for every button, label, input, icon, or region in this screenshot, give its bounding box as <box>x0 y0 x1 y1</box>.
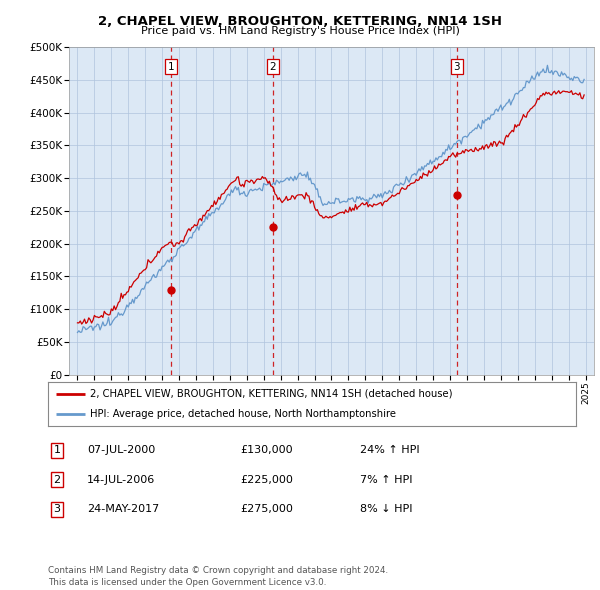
Text: 2: 2 <box>269 62 276 72</box>
Text: 3: 3 <box>53 504 61 514</box>
Text: £275,000: £275,000 <box>240 504 293 514</box>
Text: 8% ↓ HPI: 8% ↓ HPI <box>360 504 413 514</box>
Text: Contains HM Land Registry data © Crown copyright and database right 2024.
This d: Contains HM Land Registry data © Crown c… <box>48 566 388 587</box>
Text: 24% ↑ HPI: 24% ↑ HPI <box>360 445 419 455</box>
Text: 14-JUL-2006: 14-JUL-2006 <box>87 475 155 484</box>
Text: 2, CHAPEL VIEW, BROUGHTON, KETTERING, NN14 1SH: 2, CHAPEL VIEW, BROUGHTON, KETTERING, NN… <box>98 15 502 28</box>
Text: 2, CHAPEL VIEW, BROUGHTON, KETTERING, NN14 1SH (detached house): 2, CHAPEL VIEW, BROUGHTON, KETTERING, NN… <box>90 389 453 399</box>
Text: 2: 2 <box>53 475 61 484</box>
Text: 24-MAY-2017: 24-MAY-2017 <box>87 504 159 514</box>
Text: £225,000: £225,000 <box>240 475 293 484</box>
Text: 1: 1 <box>168 62 175 72</box>
Text: 3: 3 <box>454 62 460 72</box>
Text: 7% ↑ HPI: 7% ↑ HPI <box>360 475 413 484</box>
Text: 07-JUL-2000: 07-JUL-2000 <box>87 445 155 455</box>
Text: £130,000: £130,000 <box>240 445 293 455</box>
Text: 1: 1 <box>53 445 61 455</box>
Text: Price paid vs. HM Land Registry's House Price Index (HPI): Price paid vs. HM Land Registry's House … <box>140 26 460 36</box>
Text: HPI: Average price, detached house, North Northamptonshire: HPI: Average price, detached house, Nort… <box>90 409 396 419</box>
